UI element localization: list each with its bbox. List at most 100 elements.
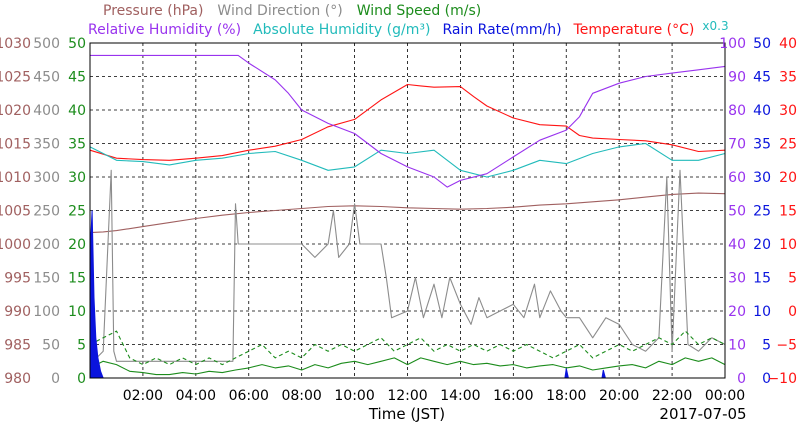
x-tick-label: 18:00 — [546, 388, 586, 404]
tick-wind-direction: 350 — [33, 137, 60, 153]
x-tick-label: 00:00 — [705, 388, 745, 404]
tick-relative-humidity: 80 — [728, 103, 746, 119]
tick-wind-speed: 45 — [68, 70, 86, 86]
tick-temperature: 35 — [779, 70, 797, 86]
tick-wind-direction: 200 — [33, 237, 60, 253]
tick-wind-speed: 20 — [68, 237, 86, 253]
tick-wind-direction: 50 — [42, 338, 60, 354]
legend-wind-direction: Wind Direction (°) — [217, 3, 342, 19]
tick-temperature: 15 — [779, 204, 797, 220]
tick-wind-speed: 0 — [77, 371, 86, 387]
legend-pressure: Pressure (hPa) — [103, 3, 203, 19]
tick-temperature: 25 — [779, 137, 797, 153]
tick-relative-humidity: 20 — [728, 304, 746, 320]
tick-relative-humidity: 30 — [728, 271, 746, 287]
tick-temperature: −10 — [767, 371, 797, 387]
tick-wind-direction: 500 — [33, 36, 60, 52]
tick-relative-humidity: 10 — [728, 338, 746, 354]
tick-wind-speed: 25 — [68, 204, 86, 220]
x-tick-label: 02:00 — [123, 388, 163, 404]
legend-wind-speed: Wind Speed (m/s) — [357, 3, 482, 19]
legend-rain-rate: Rain Rate(mm/h) — [442, 22, 561, 38]
tick-wind-direction: 250 — [33, 204, 60, 220]
tick-rain-rate: 40 — [753, 103, 771, 119]
tick-rain-rate: 25 — [753, 204, 771, 220]
tick-relative-humidity: 60 — [728, 170, 746, 186]
legend-temperature: Temperature (°C) — [573, 22, 695, 38]
series-relative-humidity — [90, 54, 726, 188]
abs-humidity-scale-note: x0.3 — [702, 19, 728, 33]
tick-wind-speed: 10 — [68, 304, 86, 320]
x-tick-label: 12:00 — [387, 388, 427, 404]
tick-relative-humidity: 100 — [719, 36, 746, 52]
tick-pressure: 1010 — [0, 170, 31, 186]
tick-pressure: 1020 — [0, 103, 31, 119]
tick-pressure: 985 — [4, 338, 31, 354]
legend-absolute-humidity: Absolute Humidity (g/m³) — [253, 22, 430, 38]
tick-relative-humidity: 40 — [728, 237, 746, 253]
x-tick-label: 16:00 — [493, 388, 533, 404]
x-tick-label: 10:00 — [334, 388, 374, 404]
tick-rain-rate: 10 — [753, 304, 771, 320]
tick-wind-direction: 300 — [33, 170, 60, 186]
tick-pressure: 1025 — [0, 70, 31, 86]
plot-frame — [89, 42, 726, 379]
tick-wind-direction: 0 — [51, 371, 60, 387]
tick-pressure: 1015 — [0, 137, 31, 153]
legend-relative-humidity: Relative Humidity (%) — [88, 22, 241, 38]
series-absolute-humidity — [89, 142, 726, 178]
x-axis: 02:00 04:00 06:00 08:00 10:00 12:00 14:00 16:00… — [123, 388, 745, 404]
tick-wind-speed: 50 — [68, 36, 86, 52]
axis-labels: 1030102510201015101010051000995990985980… — [0, 36, 797, 387]
tick-temperature: 5 — [788, 271, 797, 287]
tick-rain-rate: 15 — [753, 271, 771, 287]
x-tick-label: 20:00 — [599, 388, 639, 404]
tick-rain-rate: 20 — [753, 237, 771, 253]
tick-rain-rate: 30 — [753, 170, 771, 186]
chart-grid — [90, 43, 725, 378]
series-temperature — [89, 83, 726, 161]
tick-pressure: 1030 — [0, 36, 31, 52]
series-wind-speed-mean — [89, 357, 726, 376]
legend: Pressure (hPa) Wind Direction (°) Wind Spe… — [88, 3, 729, 38]
tick-pressure: 995 — [4, 271, 31, 287]
tick-wind-speed: 15 — [68, 271, 86, 287]
tick-rain-rate: 0 — [762, 371, 771, 387]
tick-relative-humidity: 50 — [728, 204, 746, 220]
tick-temperature: 20 — [779, 170, 797, 186]
tick-pressure: 990 — [4, 304, 31, 320]
tick-temperature: 10 — [779, 237, 797, 253]
tick-temperature: 30 — [779, 103, 797, 119]
series-wind-direction — [89, 169, 726, 365]
tick-rain-rate: 5 — [762, 338, 771, 354]
tick-wind-direction: 400 — [33, 103, 60, 119]
tick-wind-direction: 100 — [33, 304, 60, 320]
tick-wind-speed: 35 — [68, 137, 86, 153]
tick-relative-humidity: 90 — [728, 70, 746, 86]
tick-rain-rate: 50 — [753, 36, 771, 52]
tick-temperature: 0 — [788, 304, 797, 320]
x-tick-label: 06:00 — [229, 388, 269, 404]
tick-wind-direction: 450 — [33, 70, 60, 86]
series-pressure — [89, 192, 726, 234]
tick-relative-humidity: 0 — [737, 371, 746, 387]
tick-wind-speed: 30 — [68, 170, 86, 186]
series-wind-speed-gust — [89, 330, 726, 366]
tick-pressure: 980 — [4, 371, 31, 387]
date-label: 2017-07-05 — [659, 405, 746, 423]
tick-wind-direction: 150 — [33, 271, 60, 287]
tick-rain-rate: 45 — [753, 70, 771, 86]
x-axis-title: Time (JST) — [368, 405, 445, 423]
x-tick-label: 08:00 — [281, 388, 321, 404]
x-tick-label: 04:00 — [176, 388, 216, 404]
x-tick-label: 22:00 — [652, 388, 692, 404]
x-tick-label: 14:00 — [440, 388, 480, 404]
tick-wind-speed: 40 — [68, 103, 86, 119]
tick-relative-humidity: 70 — [728, 137, 746, 153]
tick-rain-rate: 35 — [753, 137, 771, 153]
tick-temperature: 40 — [779, 36, 797, 52]
tick-temperature: −5 — [776, 338, 797, 354]
